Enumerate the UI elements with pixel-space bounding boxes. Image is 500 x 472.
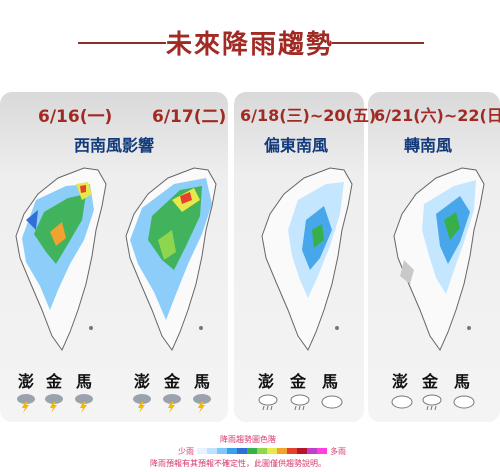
legend-swatch bbox=[227, 448, 237, 454]
legend-title: 降雨趨勢圖色階 bbox=[220, 435, 276, 444]
cloud-icon bbox=[453, 395, 475, 409]
legend-swatch bbox=[277, 448, 287, 454]
island-label-penghu-1: 澎 bbox=[18, 372, 35, 391]
legend-swatch bbox=[217, 448, 227, 454]
island-label-penghu-2: 澎 bbox=[134, 372, 151, 391]
cloud-icon bbox=[391, 395, 413, 409]
island-label-kinmen-4: 金 bbox=[422, 372, 439, 391]
legend-color-scale bbox=[197, 448, 327, 454]
island-label-penghu-4: 澎 bbox=[392, 372, 409, 391]
date-label-6-21-22: 6/21(六)~22(日) bbox=[374, 106, 500, 125]
date-label-6-18-20: 6/18(三)~20(五) bbox=[240, 106, 377, 125]
legend-swatch bbox=[247, 448, 257, 454]
legend-swatch bbox=[237, 448, 247, 454]
panel3-subtitle: 轉南風 bbox=[404, 136, 453, 155]
island-label-kinmen-3: 金 bbox=[290, 372, 307, 391]
page-title: 未來降雨趨勢 bbox=[165, 30, 334, 60]
panel1-subtitle: 西南風影響 bbox=[74, 136, 155, 155]
island-label-penghu-3: 澎 bbox=[258, 372, 275, 391]
legend-swatch bbox=[197, 448, 207, 454]
island-label-matsu-3: 馬 bbox=[322, 372, 339, 391]
legend-min-label: 少雨 bbox=[178, 447, 194, 456]
thunder-rain-icon bbox=[133, 394, 151, 413]
cloud-rain-icon bbox=[258, 394, 278, 411]
rain-map-6-16 bbox=[15, 167, 107, 352]
rain-map-6-21-22 bbox=[393, 167, 485, 352]
island-label-kinmen-2: 金 bbox=[164, 372, 181, 391]
island-label-matsu-1: 馬 bbox=[76, 372, 93, 391]
title-divider-left bbox=[78, 42, 166, 44]
cloud-rain-icon bbox=[290, 394, 310, 411]
legend-swatch bbox=[287, 448, 297, 454]
thunder-rain-icon bbox=[163, 394, 181, 413]
thunder-rain-icon bbox=[75, 394, 93, 413]
legend-swatch bbox=[317, 448, 327, 454]
panel2-subtitle: 偏東南風 bbox=[264, 136, 329, 155]
cloud-rain-icon bbox=[422, 394, 442, 411]
title-divider-right bbox=[332, 42, 424, 44]
title-area: 未來降雨趨勢 bbox=[0, 20, 500, 70]
forecast-uncertainty-note: 降雨預報有其預報不確定性，此圖僅供趨勢說明。 bbox=[150, 459, 326, 468]
cloud-icon bbox=[321, 395, 343, 409]
rain-map-6-18-20 bbox=[261, 167, 353, 352]
legend-swatch bbox=[267, 448, 277, 454]
date-label-6-16: 6/16(一) bbox=[38, 107, 113, 127]
island-label-kinmen-1: 金 bbox=[46, 372, 63, 391]
thunder-rain-icon bbox=[17, 394, 35, 413]
island-label-matsu-2: 馬 bbox=[194, 372, 211, 391]
legend-max-label: 多雨 bbox=[330, 447, 346, 456]
thunder-rain-icon bbox=[45, 394, 63, 413]
island-label-matsu-4: 馬 bbox=[454, 372, 471, 391]
legend-swatch bbox=[297, 448, 307, 454]
rain-map-6-17 bbox=[125, 167, 217, 352]
date-label-6-17: 6/17(二) bbox=[152, 107, 227, 127]
legend-swatch bbox=[207, 448, 217, 454]
legend-swatch bbox=[307, 448, 317, 454]
legend-swatch bbox=[257, 448, 267, 454]
thunder-rain-icon bbox=[193, 394, 211, 413]
